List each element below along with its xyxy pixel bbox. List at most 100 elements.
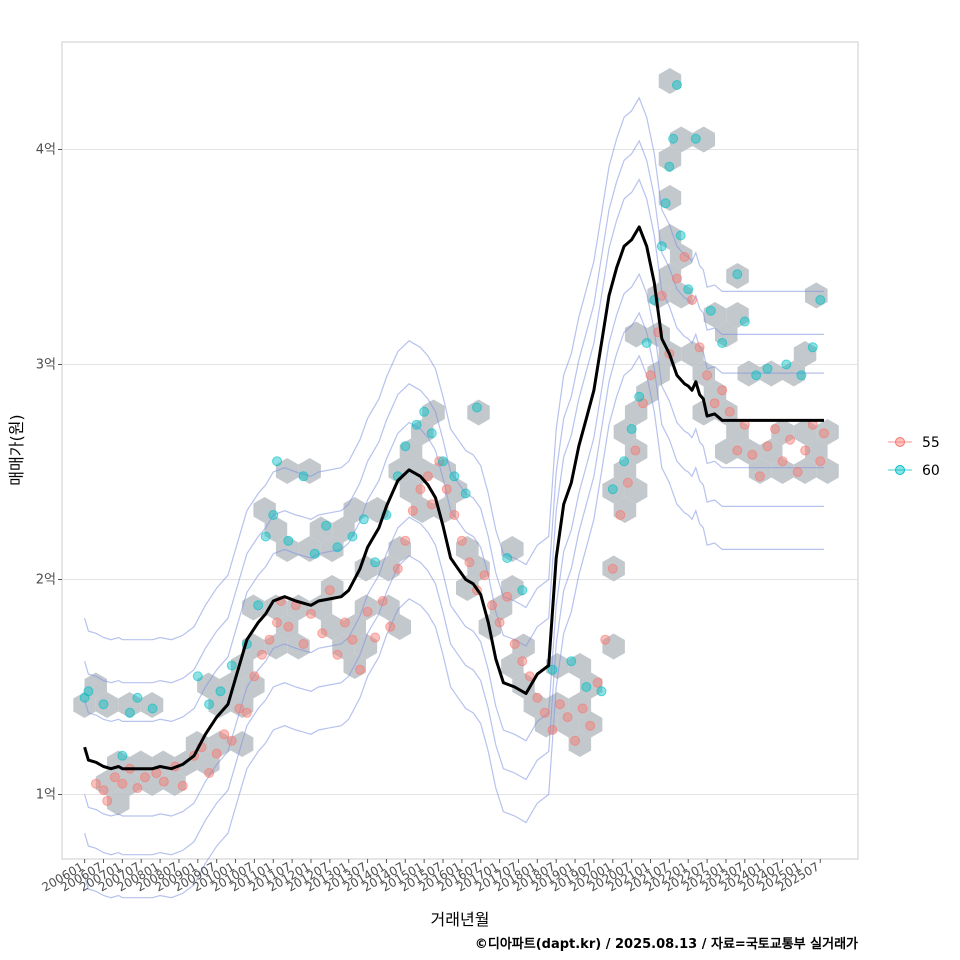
scatter-point-60	[675, 230, 686, 241]
scatter-points-layer	[79, 80, 830, 806]
scatter-point-55	[355, 664, 366, 675]
hexbin-cell	[388, 458, 411, 484]
hexbin-cell	[669, 126, 693, 153]
hexbin-cell	[73, 692, 96, 718]
scatter-point-60	[370, 557, 381, 568]
scatter-point-60	[656, 241, 667, 252]
scatter-point-55	[332, 649, 343, 660]
scatter-point-60	[626, 424, 637, 434]
scatter-point-60	[517, 585, 528, 596]
scatter-point-55	[777, 456, 788, 467]
scatter-point-55	[370, 632, 381, 643]
hexbin-cell	[388, 536, 411, 562]
scatter-point-55	[622, 477, 633, 488]
scatter-point-60	[796, 370, 807, 381]
scatter-point-60	[739, 316, 750, 327]
hexbin-cell	[602, 477, 625, 504]
scatter-point-60	[298, 471, 309, 482]
hexbin-cell	[354, 555, 378, 582]
hexbin-cell	[647, 360, 670, 387]
hexbin-cell	[658, 185, 682, 211]
scatter-point-55	[204, 768, 215, 778]
scatter-point-60	[321, 520, 332, 531]
scatter-point-55	[819, 428, 830, 439]
hexbin-cell	[242, 672, 265, 699]
hexbin-cell	[816, 419, 839, 445]
scatter-point-55	[592, 677, 603, 688]
hexbin-cell	[208, 731, 231, 757]
scatter-point-55	[532, 692, 543, 703]
scatter-point-60	[98, 699, 109, 710]
hexbin-cell	[669, 243, 693, 270]
scatter-point-60	[192, 671, 203, 682]
hexbin-cell	[208, 692, 231, 718]
scatter-point-55	[607, 563, 618, 574]
scatter-point-55	[98, 785, 109, 796]
scatter-point-60	[347, 531, 358, 542]
hexbin-cell	[726, 302, 749, 328]
hexbin-cell	[568, 731, 592, 757]
scatter-point-55	[415, 484, 426, 495]
hexbin-cell	[152, 750, 175, 777]
hexbin-cell	[793, 341, 817, 367]
hexbin-cell	[568, 653, 592, 679]
hexbin-cell	[748, 458, 772, 484]
scatter-point-55	[264, 634, 275, 645]
scatter-point-60	[502, 553, 513, 563]
scatter-point-55	[524, 671, 535, 682]
hexbin-cell	[793, 458, 817, 484]
caption: ©디아파트(dapt.kr) / 2025.08.13 / 자료=국토교통부 실…	[475, 936, 858, 952]
hexbin-cell	[320, 575, 344, 601]
scatter-point-55	[747, 449, 758, 460]
scatter-point-55	[630, 445, 641, 456]
scatter-point-60	[215, 686, 226, 697]
scatter-point-60	[226, 660, 237, 671]
trend-line-layer	[83, 225, 824, 771]
scatter-point-60	[641, 338, 652, 348]
hexbin-cell	[613, 419, 637, 445]
scatter-point-60	[449, 471, 460, 482]
scatter-point-60	[309, 548, 320, 559]
y-tick-label: 4억	[36, 143, 56, 158]
scatter-point-60	[660, 198, 671, 209]
scatter-point-60	[426, 428, 437, 439]
scatter-point-60	[607, 484, 618, 495]
hexbin-cell	[264, 594, 288, 621]
scatter-point-60	[419, 406, 430, 417]
scatter-point-55	[177, 780, 188, 791]
scatter-point-55	[494, 617, 505, 628]
scatter-point-55	[317, 628, 328, 639]
hexbin-cell	[253, 497, 276, 523]
legend-label-60: 60	[922, 463, 940, 479]
scatter-point-60	[83, 686, 94, 697]
hexbin-cell	[140, 770, 164, 796]
scatter-point-60	[400, 441, 411, 452]
hexbin-cell	[399, 438, 423, 465]
hexbin-cell	[456, 575, 479, 601]
hexbin-cell	[411, 458, 434, 484]
hexbin-cell	[816, 458, 839, 484]
hexbin-cell	[411, 497, 434, 523]
scatter-point-55	[724, 406, 735, 417]
scatter-point-60	[732, 269, 743, 280]
scatter-point-60	[705, 305, 716, 316]
hexbin-cell	[118, 770, 141, 796]
scatter-point-60	[438, 456, 449, 467]
hexbin-cell	[309, 516, 333, 543]
scatter-point-55	[792, 467, 803, 477]
scatter-point-55	[694, 342, 705, 353]
scatter-point-60	[751, 370, 762, 381]
hexbin-cell	[715, 438, 738, 465]
scatter-point-60	[547, 664, 558, 675]
scatter-point-60	[268, 510, 279, 520]
y-tick-label: 1억	[36, 788, 56, 803]
scatter-point-60	[460, 488, 471, 499]
hexbin-cell	[624, 438, 648, 465]
scatter-point-60	[596, 686, 607, 697]
scatter-point-60	[117, 750, 128, 761]
scatter-point-55	[539, 707, 550, 718]
scatter-point-55	[109, 772, 120, 783]
trend-line	[83, 225, 824, 771]
